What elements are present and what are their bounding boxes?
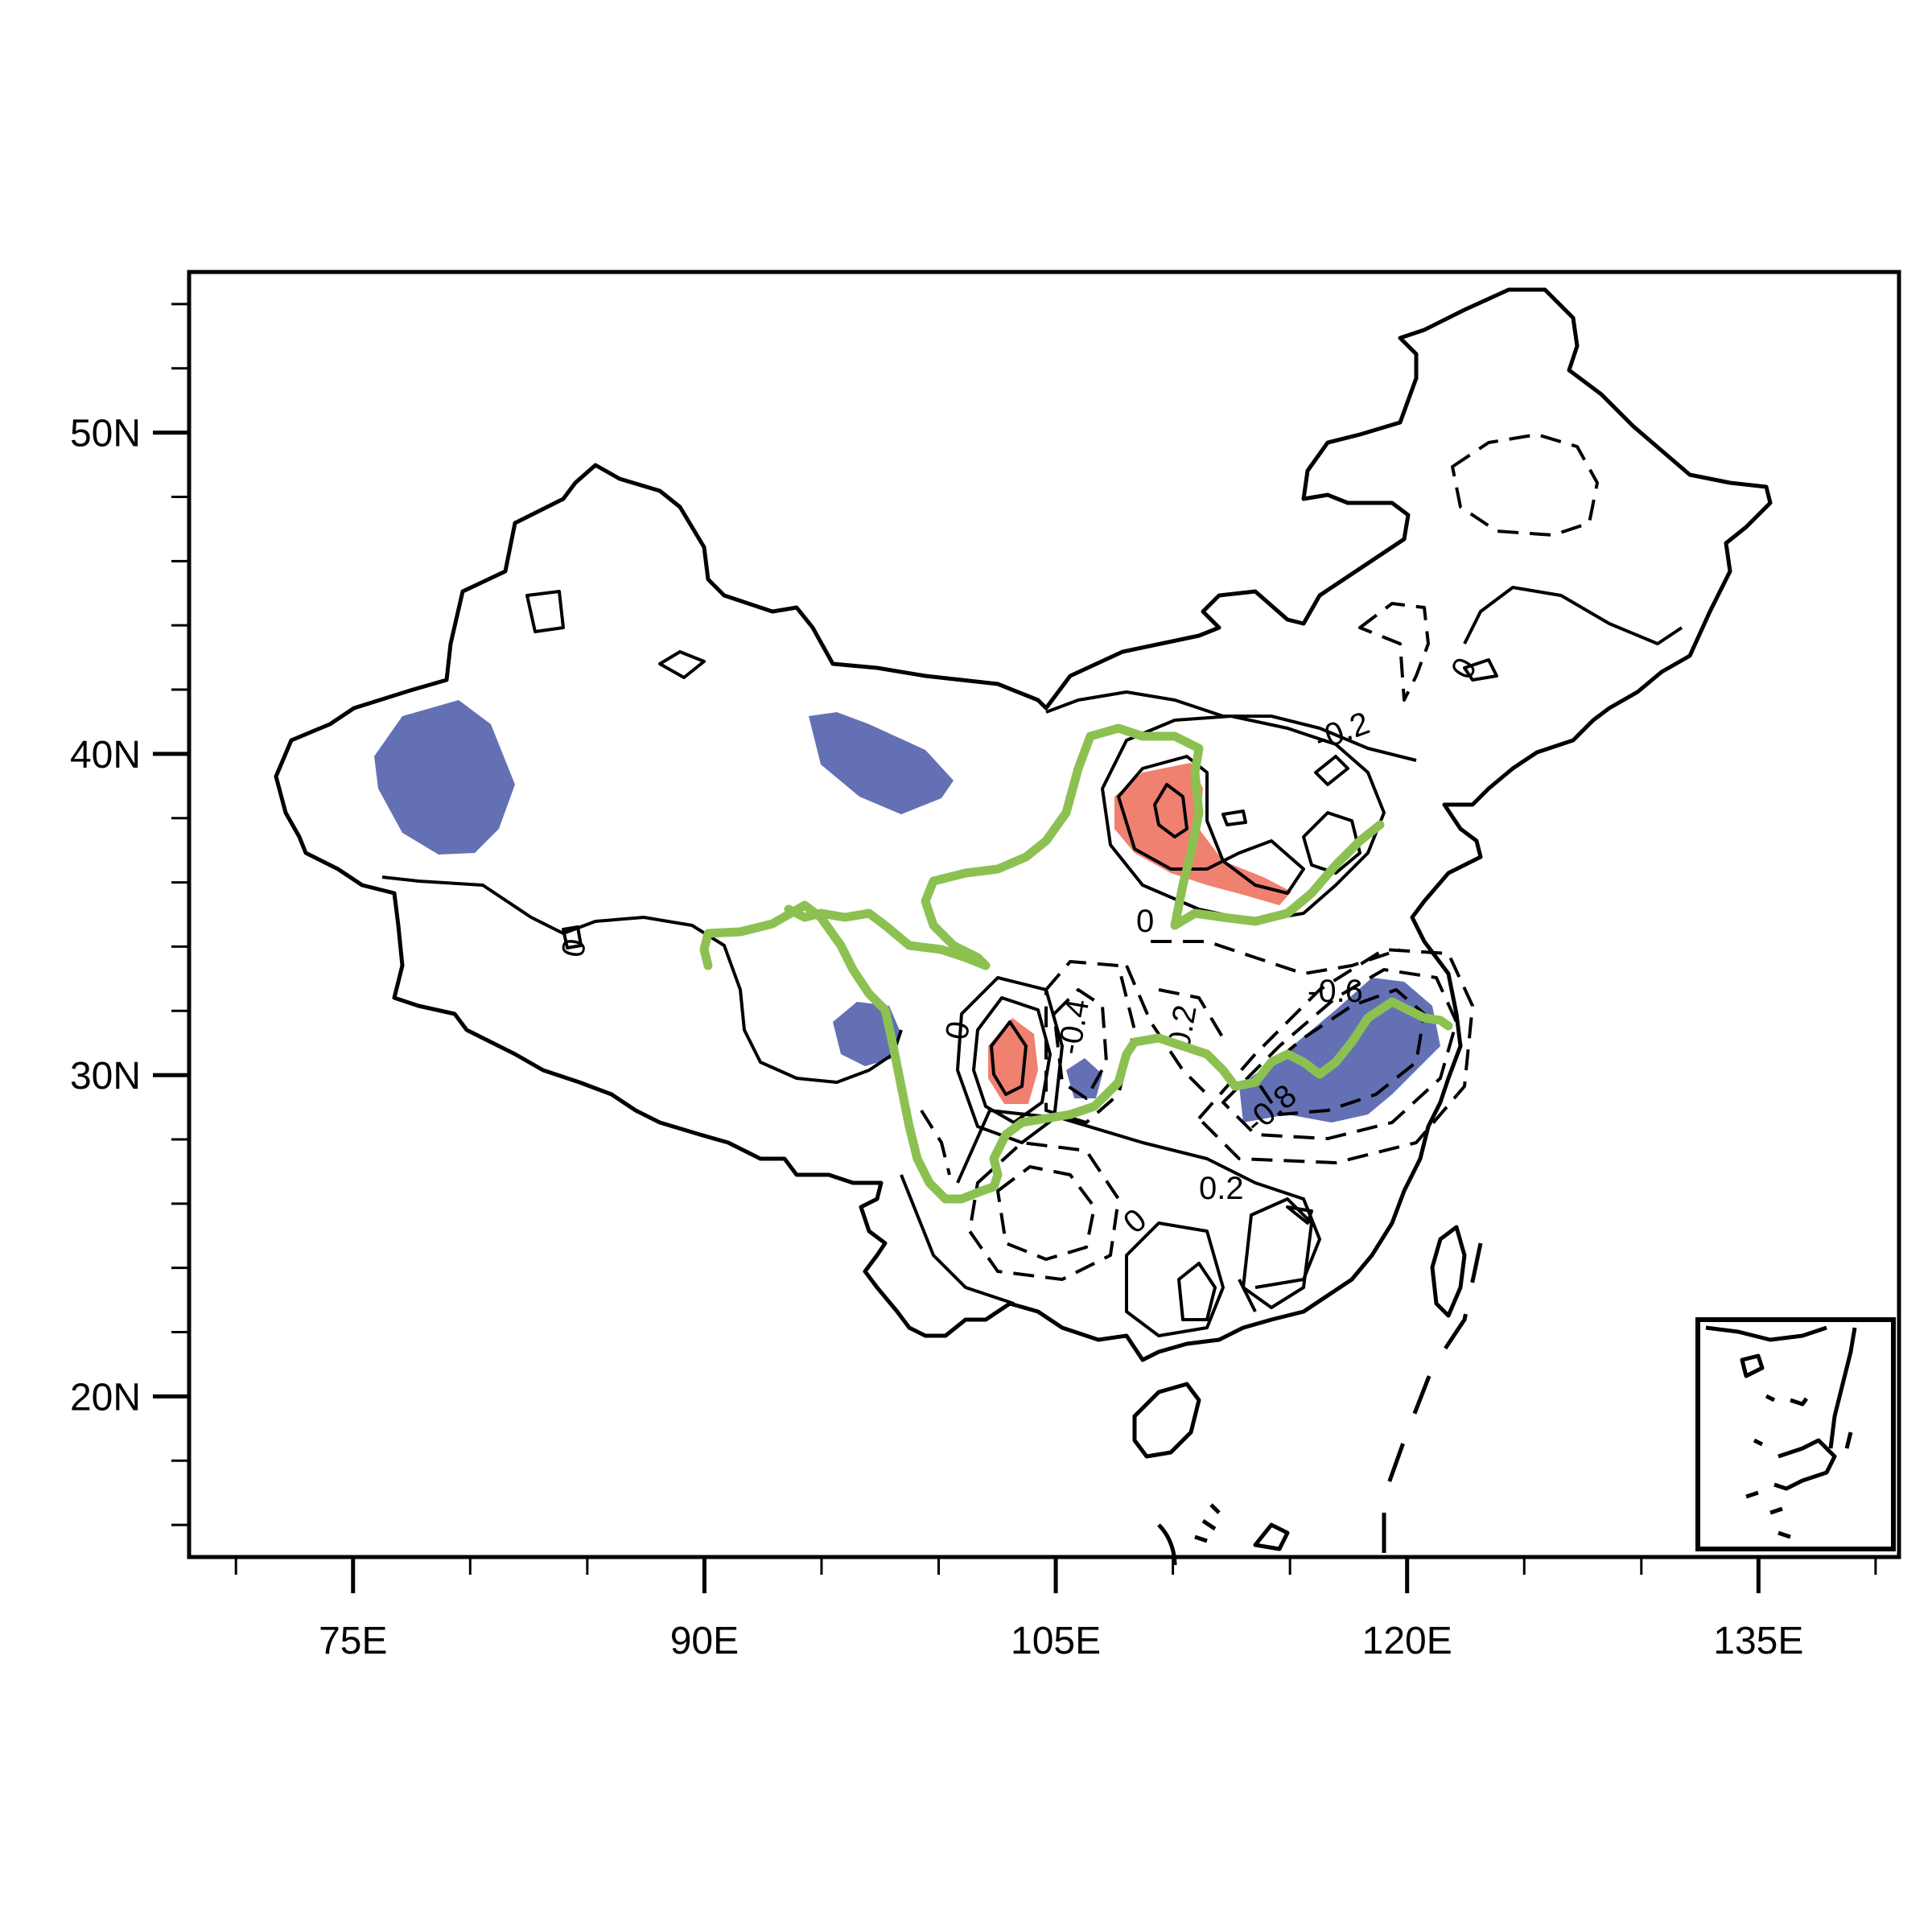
contour-label-group: 0 0 0 0 -0.2 -0.6 0.2 0 -0.4 0.2 -0.8	[555, 652, 1484, 1241]
x-tick-label: 75E	[319, 1620, 387, 1662]
contour-label: 0	[1136, 904, 1154, 939]
y-tick-label: 30N	[70, 1055, 141, 1098]
y-tick-label: 40N	[70, 734, 141, 777]
scs-islands	[1157, 1503, 1290, 1566]
shade-red-sichuan	[988, 1018, 1038, 1104]
contour-label: -0.6	[1308, 974, 1363, 1009]
contour-label: -0.4	[1052, 996, 1096, 1057]
plot-frame	[187, 270, 1901, 1559]
taiwan-island	[1430, 1225, 1467, 1318]
x-tick-label: 120E	[1362, 1620, 1452, 1662]
inset-frame	[1695, 1317, 1896, 1551]
shade-blue-xinjiang-west	[374, 700, 515, 855]
yellow-river	[784, 723, 1385, 970]
y-tick-label: 20N	[70, 1376, 141, 1419]
x-tick-label: 90E	[670, 1620, 739, 1662]
contour-lines	[381, 433, 1683, 1337]
china-border	[274, 287, 1773, 1362]
yangtze-river	[699, 900, 1453, 1204]
x-tick-label: 135E	[1713, 1620, 1803, 1662]
scs-inset	[1695, 1317, 1896, 1551]
x-tick-label: 105E	[1011, 1620, 1101, 1662]
contour-label: 0	[939, 1019, 977, 1043]
y-tick-label: 50N	[70, 413, 141, 455]
x-axis: 75E 90E 105E 120E 135E	[234, 1557, 1877, 1662]
maritime-boundary	[1382, 1242, 1483, 1557]
contour-label: 0	[555, 936, 593, 960]
contour-label: 0.2	[1199, 1171, 1244, 1206]
y-axis: 20N 30N 40N 50N	[70, 303, 189, 1526]
hainan-island	[1132, 1382, 1201, 1459]
shade-blue-xinjiang-east	[809, 712, 954, 814]
rivers	[699, 723, 1453, 1204]
contour-label: -0.2	[1310, 705, 1374, 757]
